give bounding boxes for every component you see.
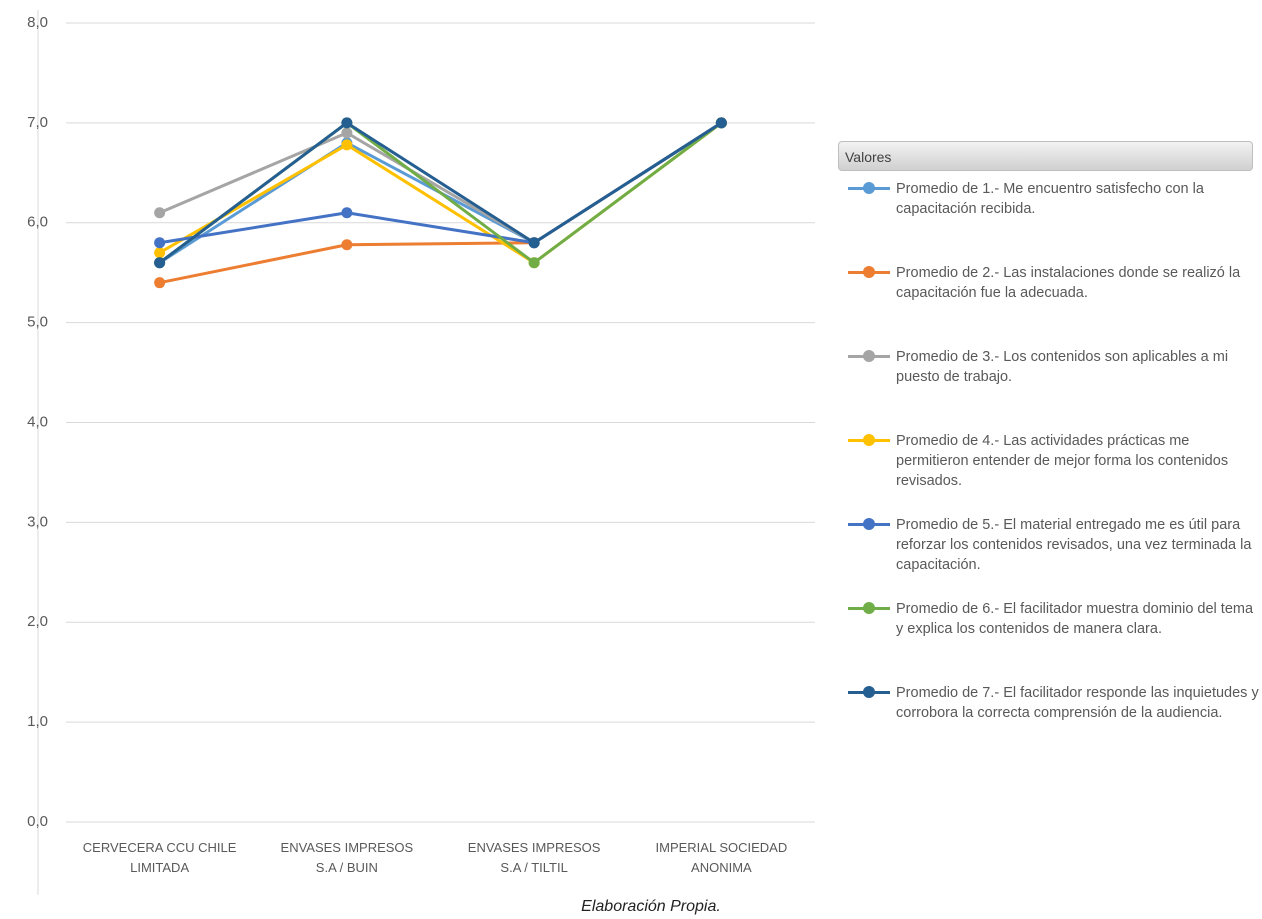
data-point (341, 127, 353, 139)
legend-marker (863, 518, 875, 530)
legend-title: Valores (838, 141, 1253, 171)
y-tick-label: 7,0 (27, 114, 48, 131)
data-point (715, 117, 727, 129)
legend-marker (863, 602, 875, 614)
data-point (341, 207, 353, 219)
x-tick-label: IMPERIAL SOCIEDAD ANONIMA (655, 840, 788, 875)
legend-marker (863, 182, 875, 194)
legend-marker (863, 686, 875, 698)
y-tick-label: 2,0 (27, 613, 48, 630)
legend-marker (863, 350, 875, 362)
legend-label: Promedio de 5.- El material entregado me… (896, 517, 1252, 573)
y-tick-label: 1,0 (27, 713, 48, 730)
legend-label: Promedio de 4.- Las actividades práctica… (896, 433, 1229, 489)
data-point (341, 239, 353, 251)
legend-marker (863, 434, 875, 446)
legend-marker (863, 266, 875, 278)
y-tick-label: 8,0 (27, 14, 48, 31)
data-point (154, 247, 166, 259)
x-tick-label: ENVASES IMPRESOS S.A / BUIN (280, 840, 414, 875)
y-tick-label: 3,0 (27, 513, 48, 530)
legend-label: Promedio de 6.- El facilitador muestra d… (896, 601, 1254, 637)
x-tick-label: CERVECERA CCU CHILE LIMITADA (82, 840, 237, 875)
legend-label: Promedio de 3.- Los contenidos son aplic… (896, 349, 1229, 385)
legend-label: Promedio de 1.- Me encuentro satisfecho … (896, 181, 1204, 217)
data-point (341, 117, 353, 129)
y-tick-label: 5,0 (27, 314, 48, 331)
series-line (158, 121, 723, 264)
data-point (154, 207, 166, 219)
data-point (154, 277, 166, 289)
x-tick-label: ENVASES IMPRESOS S.A / TILTIL (467, 840, 601, 875)
y-tick-label: 4,0 (27, 413, 48, 430)
legend-label: Promedio de 2.- Las instalaciones donde … (896, 265, 1241, 301)
series-line (158, 121, 723, 265)
data-point (528, 237, 540, 249)
y-tick-label: 0,0 (27, 813, 48, 830)
data-point (341, 139, 353, 151)
data-point (154, 237, 166, 249)
data-point (528, 257, 540, 269)
footnote: Elaboración Propia. (581, 898, 721, 915)
data-point (154, 257, 166, 269)
y-tick-label: 6,0 (27, 214, 48, 231)
legend-label: Promedio de 7.- El facilitador responde … (896, 685, 1259, 721)
